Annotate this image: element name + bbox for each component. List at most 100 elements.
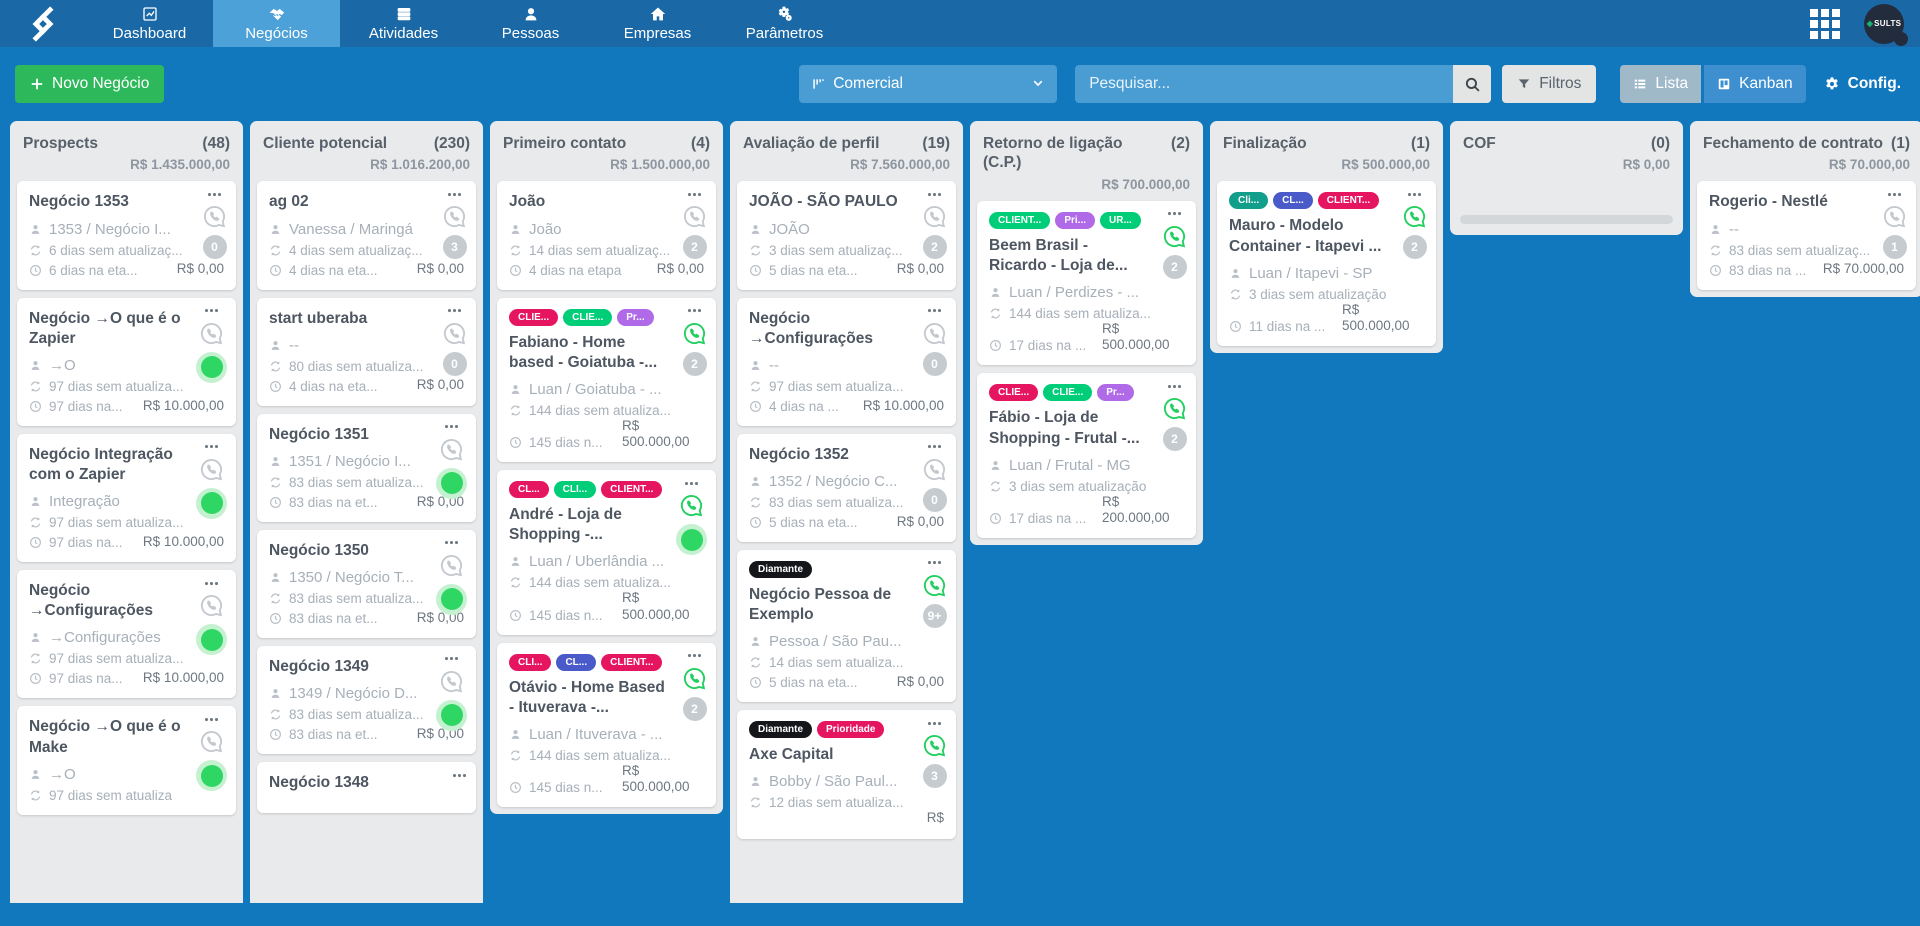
deal-card[interactable]: CL... CLI... CLIENT... André - Loja de Shop…	[497, 470, 716, 635]
card-menu-button[interactable]	[444, 539, 459, 547]
deal-card[interactable]: Diamante Negócio Pessoa de Exemplo Pessoa …	[737, 549, 956, 703]
deal-card[interactable]: Negócio →Configurações -- 97 dias sem atua…	[737, 297, 956, 426]
list-view-button[interactable]: Lista	[1620, 65, 1702, 103]
card-menu-button[interactable]	[204, 307, 219, 315]
search-input[interactable]	[1075, 65, 1454, 103]
pipeline-select[interactable]: Comercial	[799, 65, 1058, 103]
deal-tag[interactable]: CLI...	[509, 653, 552, 671]
deal-card[interactable]: Rogerio - Nestlé -- 83 dias sem atualizaç.…	[1697, 181, 1916, 290]
deal-tag[interactable]: UR...	[1100, 211, 1141, 229]
filters-button[interactable]: Filtros	[1502, 65, 1597, 103]
card-menu-button[interactable]	[684, 479, 699, 487]
deal-tag[interactable]: CLIENT...	[1317, 192, 1380, 210]
deal-tag[interactable]: CLIE...	[563, 308, 613, 326]
deal-card[interactable]: start uberaba -- 80 dias sem atualiza... 4…	[257, 297, 476, 406]
config-button[interactable]: Config.	[1820, 65, 1905, 103]
deal-tag[interactable]: Cli...	[1229, 192, 1269, 210]
deal-card[interactable]: Negócio 1350 1350 / Negócio T... 83 dias s…	[257, 529, 476, 638]
card-menu-button[interactable]	[204, 715, 219, 723]
deal-card[interactable]: Negócio 1353 1353 / Negócio I... 6 dias se…	[17, 181, 236, 290]
whatsapp-button[interactable]	[922, 457, 947, 482]
nav-tab-atividades[interactable]: Atividades	[340, 0, 467, 47]
whatsapp-button[interactable]	[922, 733, 947, 758]
card-menu-button[interactable]	[1167, 210, 1182, 218]
deal-card[interactable]: Diamante Prioridade Axe Capital Bobby / São…	[737, 710, 956, 839]
whatsapp-button[interactable]	[682, 321, 707, 346]
nav-tab-pessoas[interactable]: Pessoas	[467, 0, 594, 47]
card-menu-button[interactable]	[204, 443, 219, 451]
deal-tag[interactable]: CL...	[556, 653, 597, 671]
deal-tag[interactable]: Prioridade	[817, 721, 885, 739]
deal-tag[interactable]: Diamante	[749, 560, 813, 578]
nav-tab-negocios[interactable]: Negócios	[213, 0, 340, 47]
whatsapp-button[interactable]	[1882, 204, 1907, 229]
deal-card[interactable]: Negócio →O que é o Make →O 97 dias sem atu…	[17, 706, 236, 815]
card-menu-button[interactable]	[927, 443, 942, 451]
deal-tag[interactable]: CLIENT...	[601, 481, 663, 499]
card-menu-button[interactable]	[927, 559, 942, 567]
deal-card[interactable]: Negócio →Configurações →Configurações 97 d…	[17, 570, 236, 699]
search-button[interactable]	[1453, 65, 1492, 103]
card-menu-button[interactable]	[204, 579, 219, 587]
deal-card[interactable]: Cli... CL... CLIENT... Mauro - Modelo Conta…	[1217, 181, 1436, 347]
card-menu-button[interactable]	[687, 190, 702, 198]
whatsapp-button[interactable]	[442, 321, 467, 346]
deal-card[interactable]: CLI... CL... CLIENT... Otávio - Home Based …	[497, 642, 716, 808]
card-menu-button[interactable]	[687, 652, 702, 660]
card-menu-button[interactable]	[1887, 190, 1902, 198]
card-menu-button[interactable]	[444, 655, 459, 663]
whatsapp-button[interactable]	[199, 457, 224, 482]
deal-tag[interactable]: Pri...	[1055, 211, 1096, 229]
deal-tag[interactable]: CLIE...	[509, 308, 559, 326]
card-menu-button[interactable]	[444, 423, 459, 431]
whatsapp-button[interactable]	[439, 437, 464, 462]
whatsapp-button[interactable]	[1162, 396, 1187, 421]
whatsapp-button[interactable]	[682, 666, 707, 691]
whatsapp-button[interactable]	[922, 321, 947, 346]
whatsapp-button[interactable]	[439, 669, 464, 694]
account-avatar[interactable]: ◈ SULTS	[1864, 3, 1908, 46]
card-menu-button[interactable]	[927, 190, 942, 198]
whatsapp-button[interactable]	[922, 204, 947, 229]
deal-tag[interactable]: CL...	[1273, 192, 1313, 210]
deal-card[interactable]: Negócio →O que é o Zapier →O 97 dias sem a…	[17, 297, 236, 426]
card-menu-button[interactable]	[447, 190, 462, 198]
whatsapp-button[interactable]	[679, 493, 704, 518]
deal-card[interactable]: Negócio 1352 1352 / Negócio C... 83 dias s…	[737, 433, 956, 542]
whatsapp-button[interactable]	[439, 553, 464, 578]
apps-grid-icon[interactable]	[1810, 8, 1840, 39]
whatsapp-button[interactable]	[199, 729, 224, 754]
deal-card[interactable]: Negócio 1348	[257, 762, 476, 814]
deal-tag[interactable]: CLIE...	[1043, 384, 1093, 402]
deal-tag[interactable]: CLIE...	[989, 384, 1039, 402]
card-menu-button[interactable]	[1407, 190, 1422, 198]
app-logo[interactable]	[0, 0, 86, 47]
whatsapp-button[interactable]	[1162, 224, 1187, 249]
deal-tag[interactable]: Pr...	[617, 308, 654, 326]
deal-card[interactable]: ag 02 Vanessa / Maringá 4 dias sem atualiz…	[257, 181, 476, 290]
horizontal-scrollbar-thumb[interactable]	[1460, 215, 1673, 225]
card-menu-button[interactable]	[927, 719, 942, 727]
card-menu-button[interactable]	[452, 771, 467, 779]
deal-tag[interactable]: CL...	[509, 481, 549, 499]
nav-tab-dashboard[interactable]: Dashboard	[86, 0, 213, 47]
card-menu-button[interactable]	[447, 307, 462, 315]
whatsapp-button[interactable]	[682, 204, 707, 229]
deal-tag[interactable]: CLIENT...	[989, 211, 1051, 229]
whatsapp-button[interactable]	[922, 573, 947, 598]
kanban-view-button[interactable]: Kanban	[1704, 65, 1806, 103]
deal-card[interactable]: CLIENT... Pri... UR... Beem Brasil - Ricard…	[977, 200, 1196, 366]
card-menu-button[interactable]	[927, 307, 942, 315]
card-menu-button[interactable]	[687, 307, 702, 315]
deal-card[interactable]: CLIE... CLIE... Pr... Fabiano - Home based …	[497, 297, 716, 463]
deal-card[interactable]: JOÃO - SÃO PAULO JOÃO 3 dias sem atualizaç…	[737, 181, 956, 290]
deal-card[interactable]: Negócio Integração com o Zapier Integraçã…	[17, 433, 236, 563]
nav-tab-parametros[interactable]: Parâmetros	[721, 0, 848, 47]
card-menu-button[interactable]	[1167, 382, 1182, 390]
whatsapp-button[interactable]	[1402, 204, 1427, 229]
deal-tag[interactable]: CLI...	[553, 481, 597, 499]
deal-tag[interactable]: Diamante	[749, 721, 813, 739]
deal-card[interactable]: Negócio 1351 1351 / Negócio I... 83 dias s…	[257, 413, 476, 522]
whatsapp-button[interactable]	[199, 321, 224, 346]
card-menu-button[interactable]	[207, 190, 222, 198]
